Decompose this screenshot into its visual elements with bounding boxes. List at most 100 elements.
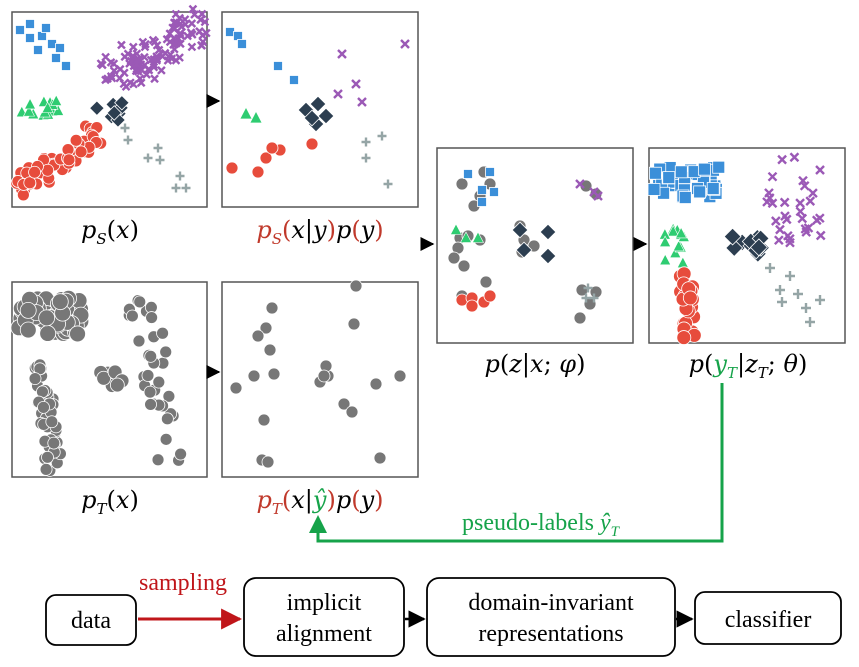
domain-invariant-box bbox=[426, 577, 676, 657]
x-marker bbox=[133, 55, 143, 65]
circle-marker bbox=[133, 295, 147, 309]
circle-marker bbox=[257, 413, 271, 427]
x-marker bbox=[150, 74, 159, 84]
plus-marker bbox=[777, 297, 787, 307]
square-marker bbox=[289, 75, 299, 85]
square-marker bbox=[237, 39, 247, 49]
x-marker bbox=[109, 66, 119, 76]
plus-marker bbox=[153, 143, 163, 153]
x-marker bbox=[795, 206, 806, 217]
diamond-marker bbox=[309, 95, 327, 113]
square-marker bbox=[33, 45, 43, 55]
implicit-line1: implicit bbox=[287, 590, 362, 616]
x-marker bbox=[149, 55, 159, 64]
pseudo-labels-text: pseudo-labels ŷT bbox=[462, 510, 621, 540]
x-marker bbox=[125, 59, 134, 68]
circle-marker bbox=[62, 153, 76, 167]
circle-marker bbox=[41, 450, 54, 464]
circle-marker bbox=[156, 326, 169, 340]
x-marker bbox=[196, 40, 206, 50]
triangle-marker bbox=[249, 110, 263, 124]
x-marker bbox=[805, 196, 816, 206]
label-ps-x: pS(x) bbox=[81, 216, 139, 248]
square-marker bbox=[41, 23, 51, 33]
x-marker bbox=[814, 213, 825, 224]
circle-marker bbox=[457, 259, 471, 273]
circle-marker bbox=[259, 151, 273, 165]
plus-marker bbox=[383, 179, 393, 189]
x-marker bbox=[152, 40, 162, 50]
x-marker bbox=[101, 75, 110, 85]
circle-marker bbox=[455, 177, 469, 191]
x-marker bbox=[767, 171, 778, 182]
triangle-marker bbox=[239, 106, 253, 120]
plus-marker bbox=[361, 153, 371, 163]
pseudo-label-arrow bbox=[309, 383, 724, 543]
square-marker bbox=[647, 183, 661, 196]
x-marker bbox=[799, 180, 810, 191]
x-marker bbox=[165, 37, 175, 47]
plus-marker bbox=[583, 283, 593, 293]
x-marker bbox=[167, 54, 177, 64]
circle-marker bbox=[23, 176, 37, 190]
circle-marker bbox=[159, 432, 173, 446]
circle-marker bbox=[579, 179, 593, 193]
x-marker bbox=[789, 152, 800, 163]
x-marker bbox=[815, 165, 825, 175]
label-pt-xyhat-py: pT(x|ŷ)p(y) bbox=[256, 486, 383, 518]
domain-line2: representations bbox=[478, 621, 623, 647]
square-marker bbox=[51, 53, 61, 63]
implicit-alignment-box bbox=[243, 577, 405, 657]
triangle-marker bbox=[672, 239, 685, 252]
square-marker bbox=[273, 61, 283, 71]
circle-marker bbox=[45, 415, 59, 429]
circle-marker bbox=[74, 145, 88, 159]
triangle-marker bbox=[472, 231, 484, 243]
x-marker bbox=[158, 52, 167, 61]
circle-marker bbox=[267, 367, 281, 381]
classifier-label: classifier bbox=[725, 607, 812, 633]
square-marker bbox=[463, 169, 473, 179]
circle-marker bbox=[225, 161, 239, 175]
x-marker bbox=[795, 198, 805, 208]
x-marker bbox=[785, 233, 795, 244]
x-marker bbox=[175, 53, 184, 62]
circle-marker bbox=[265, 141, 279, 155]
circle-marker bbox=[38, 309, 56, 327]
plus-marker bbox=[589, 293, 599, 303]
domain-line1: domain-invariant bbox=[468, 590, 634, 616]
x-marker bbox=[815, 230, 826, 241]
diamond-marker bbox=[303, 109, 321, 127]
x-marker bbox=[133, 67, 143, 76]
x-marker bbox=[337, 49, 347, 59]
diamond-marker bbox=[723, 227, 742, 246]
circle-marker bbox=[141, 369, 155, 382]
diamond-marker bbox=[114, 94, 130, 111]
x-marker bbox=[149, 62, 159, 72]
x-marker bbox=[764, 193, 775, 203]
x-marker bbox=[136, 78, 146, 88]
plus-marker bbox=[123, 135, 133, 145]
circle-marker bbox=[373, 451, 387, 465]
x-marker bbox=[780, 211, 790, 221]
diamond-marker bbox=[515, 241, 533, 259]
plus-marker bbox=[581, 293, 591, 303]
plus-marker bbox=[377, 131, 387, 141]
circle-marker bbox=[37, 400, 50, 414]
circle-marker bbox=[261, 455, 275, 469]
plus-marker bbox=[775, 285, 785, 295]
diamond-marker bbox=[725, 238, 744, 257]
x-marker bbox=[351, 79, 361, 89]
circle-marker bbox=[447, 251, 461, 265]
circle-marker bbox=[305, 137, 319, 151]
label-pyt-zt-theta: p(yT|zT; θ) bbox=[689, 350, 808, 382]
circle-marker bbox=[69, 133, 83, 147]
circle-marker bbox=[479, 275, 493, 289]
x-marker bbox=[115, 64, 125, 74]
circle-marker bbox=[145, 311, 159, 324]
x-marker bbox=[187, 42, 197, 52]
x-marker bbox=[175, 13, 185, 23]
x-marker bbox=[808, 188, 818, 198]
circle-marker bbox=[28, 165, 41, 179]
x-marker bbox=[197, 9, 207, 19]
